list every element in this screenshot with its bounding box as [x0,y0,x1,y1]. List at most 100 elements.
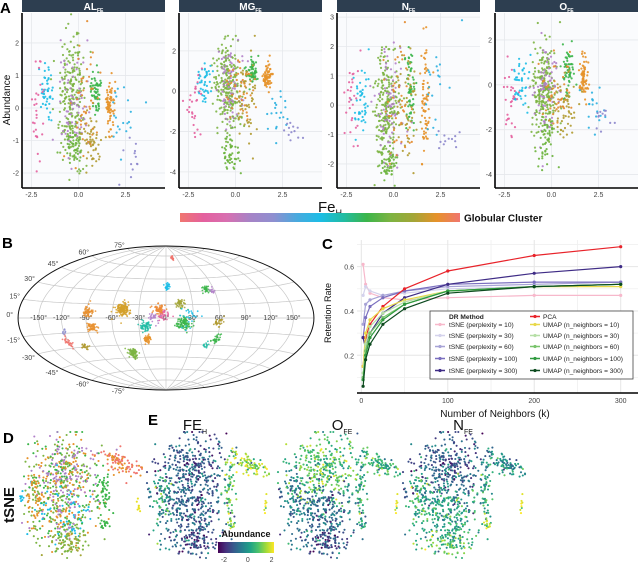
data-point [194,114,197,118]
tsne-point [65,503,68,506]
data-point [564,98,567,101]
parallel-line [91,368,241,381]
data-point [268,54,271,57]
data-point [536,94,540,97]
sky-point [119,313,122,316]
data-point [89,135,92,138]
tsne-point [59,452,62,455]
data-point [588,102,591,106]
data-point [598,119,601,122]
sky-point [62,330,64,333]
data-point [69,136,72,139]
data-point [229,76,232,80]
sky-point [64,335,67,338]
data-point [234,102,237,105]
data-point [74,78,77,81]
tsne-point [58,508,62,511]
sky-point [127,348,130,351]
tsne-point [82,486,85,489]
data-point [72,145,75,148]
data-point [128,136,131,139]
data-point [234,57,237,60]
sky-point [127,301,130,303]
sky-point [148,325,150,327]
data-point [35,92,38,95]
tsne-point [89,495,92,498]
data-point [231,38,234,41]
data-point [547,138,550,141]
data-point [547,95,551,99]
data-point [586,74,589,77]
data-point [387,125,391,129]
tsne-point [104,493,107,496]
data-point [229,75,232,78]
tsne-point [108,491,111,495]
data-point [235,97,239,100]
data-point [50,89,54,92]
data-point [263,84,267,87]
tsne-point [56,530,59,533]
data-point [588,83,591,86]
tsne-point [49,491,53,494]
tsne-point [79,527,82,530]
data-point [543,81,547,85]
sky-point [81,343,84,346]
data-point [375,103,378,106]
tsne-point [43,481,46,484]
data-point [567,102,570,106]
data-point [548,35,551,38]
data-point [229,109,232,112]
data-point [223,152,226,155]
data-point [67,157,70,160]
data-point [264,65,268,68]
tsne-point [79,486,82,489]
series-point [364,302,368,306]
data-point [375,126,378,129]
sky-point [179,314,182,317]
data-point [209,90,213,93]
data-point [508,75,511,79]
data-point [362,129,365,132]
data-point [271,97,274,100]
tsne-point [57,492,60,495]
data-point [74,167,77,170]
data-point [558,21,562,24]
tsne-point [102,450,105,453]
data-point [388,92,391,95]
tsne-point [49,493,52,496]
tsne-point [74,475,78,478]
data-point [392,94,395,97]
latitude-label: -45° [45,369,58,377]
data-point [556,119,559,123]
data-point [246,105,249,108]
data-point [114,116,117,119]
tsne-point [55,490,58,493]
data-point [296,126,299,129]
data-point [46,82,49,85]
data-point [541,76,544,79]
data-point [220,43,223,46]
data-point [559,133,562,136]
data-point [70,94,73,97]
sky-point [122,300,124,303]
data-point [392,88,395,91]
data-point [129,126,132,129]
data-point [75,126,78,129]
data-point [504,123,508,126]
data-point [349,131,352,134]
data-point [70,54,73,57]
data-point [552,100,556,103]
data-point [383,50,386,54]
data-point [241,59,244,62]
tsne-point [59,480,62,483]
data-point [62,145,65,148]
tsne-point [89,517,92,520]
data-point [540,118,543,122]
data-point [81,107,85,110]
tsne-point [44,484,47,487]
data-point [262,78,265,81]
data-point [424,131,427,134]
data-point [49,111,52,114]
data-point [204,97,207,100]
tsne-point [63,479,66,482]
